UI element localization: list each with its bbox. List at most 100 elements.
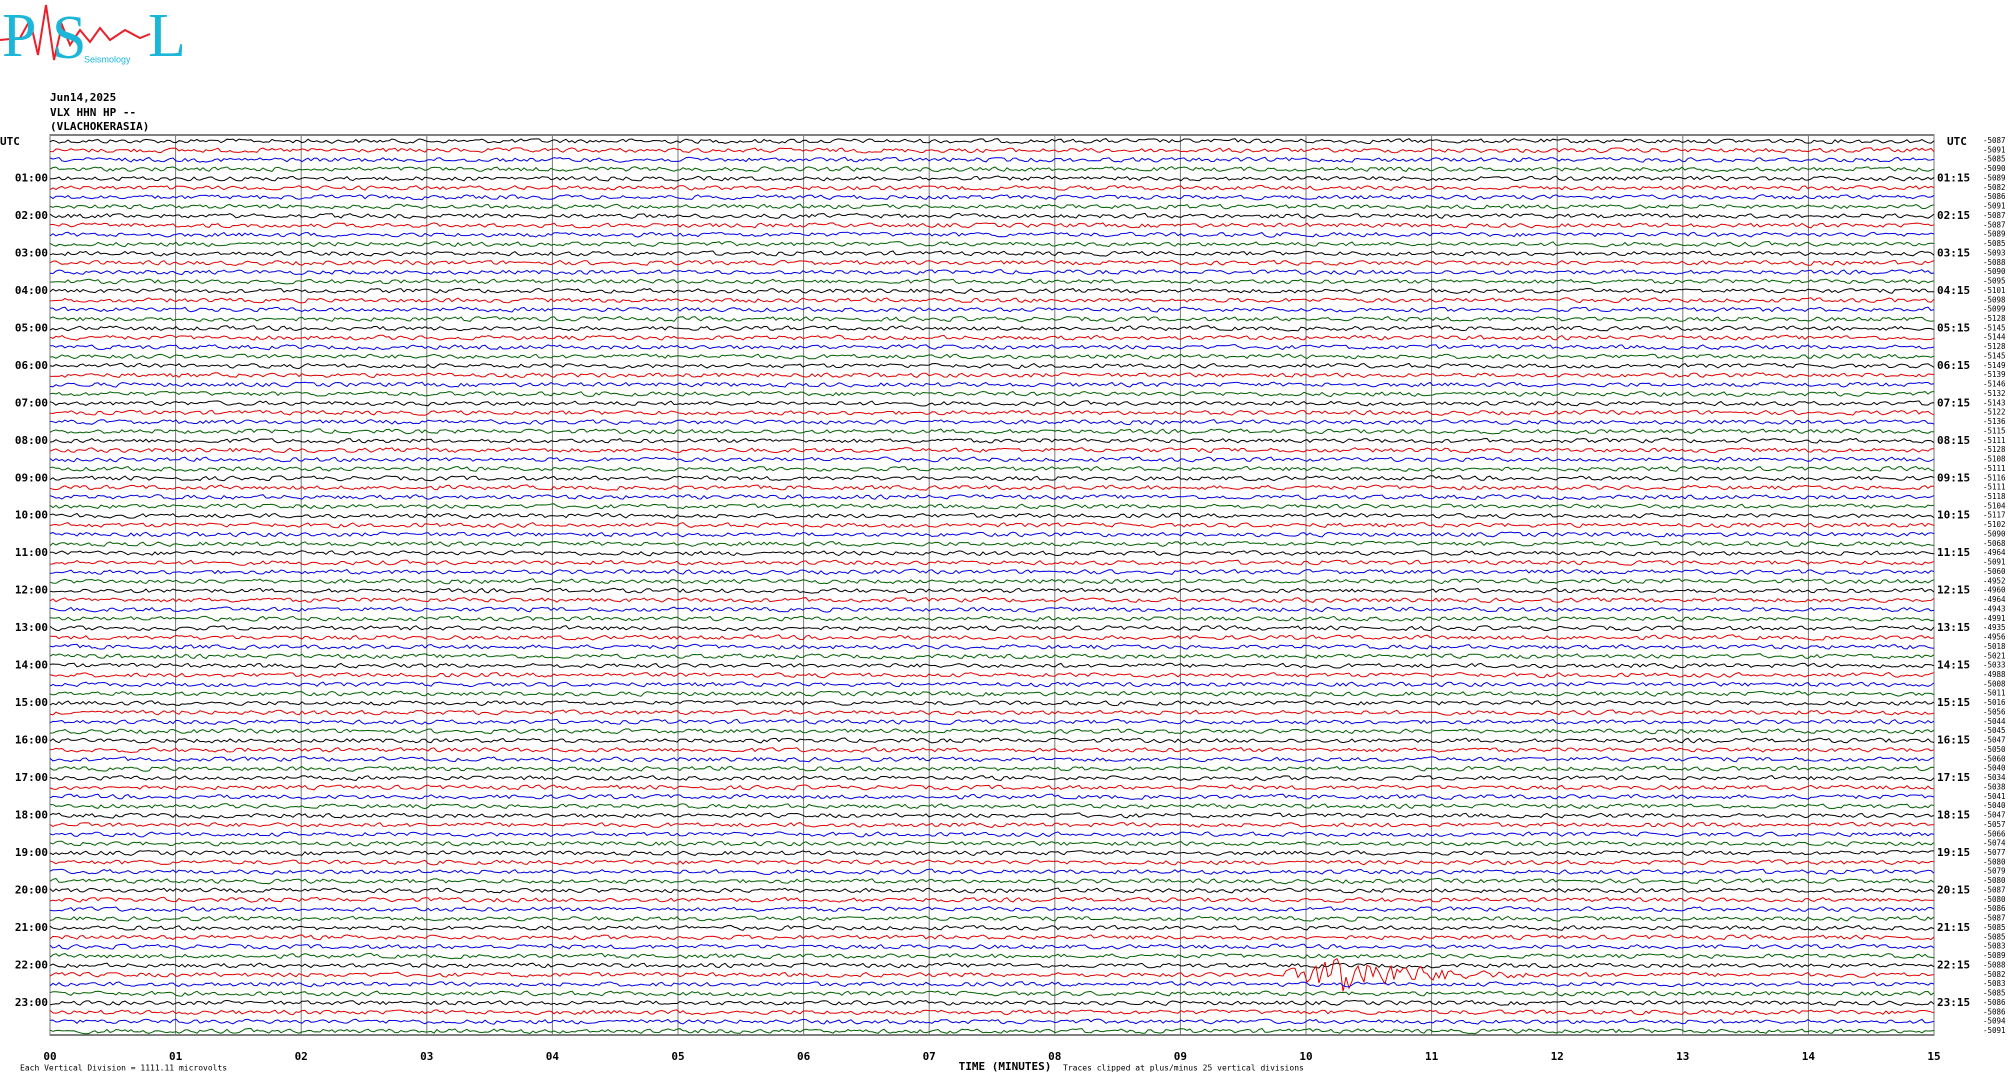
right-hour-label: 11:15	[1937, 546, 1970, 559]
trace-offset: -5111	[1983, 464, 2006, 473]
trace-offset: -5079	[1983, 867, 2006, 876]
trace	[49, 934, 1935, 941]
trace-offset: -4960	[1983, 586, 2006, 595]
trace	[50, 278, 1935, 285]
trace-offset: -5128	[1983, 342, 2006, 351]
left-hour-label: 01:00	[15, 171, 48, 184]
minute-tick-label: 10	[1299, 1050, 1312, 1063]
left-hour-label: 12:00	[15, 584, 48, 597]
trace	[49, 887, 1935, 894]
trace-offset: -5080	[1983, 895, 2006, 904]
minute-tick-label: 01	[169, 1050, 183, 1063]
trace	[49, 868, 1935, 875]
location: (VLACHOKERASIA)	[50, 120, 149, 133]
left-hour-label: 09:00	[15, 471, 48, 484]
minute-tick-label: 12	[1551, 1050, 1564, 1063]
trace-offset: -4943	[1983, 604, 2006, 613]
minute-tick-label: 14	[1802, 1050, 1816, 1063]
trace-offset: -5087	[1983, 885, 2006, 894]
trace-offset: -5139	[1983, 370, 2006, 379]
trace-offset: -5085	[1983, 155, 2006, 164]
trace-offset: -5080	[1983, 857, 2006, 866]
trace-offset: -5085	[1983, 932, 2006, 941]
trace-offset: -5083	[1983, 979, 2006, 988]
trace-offset: -5144	[1983, 333, 2006, 342]
trace	[49, 212, 1935, 219]
trace-offset: -5074	[1983, 839, 2006, 848]
left-hour-label: 23:00	[15, 996, 48, 1009]
trace-offset: -5085	[1983, 923, 2006, 932]
trace	[49, 194, 1935, 201]
trace-offset: -5136	[1983, 417, 2006, 426]
trace-offset: -4964	[1983, 548, 2006, 557]
left-hour-label: 08:00	[15, 434, 48, 447]
minute-tick-label: 09	[1174, 1050, 1187, 1063]
trace	[49, 428, 1935, 435]
trace	[49, 943, 1935, 950]
minute-tick-label: 06	[797, 1050, 811, 1063]
trace	[49, 952, 1935, 960]
trace	[49, 531, 1935, 538]
trace	[49, 269, 1935, 276]
trace	[49, 653, 1935, 660]
trace-offset: -5099	[1983, 305, 2006, 314]
trace	[49, 240, 1935, 248]
trace	[49, 746, 1935, 754]
trace-offset: -5011	[1983, 689, 2006, 698]
right-hour-label: 19:15	[1937, 846, 1970, 859]
trace	[49, 512, 1935, 519]
trace-offset: -5080	[1983, 876, 2006, 885]
trace	[49, 643, 1935, 651]
trace-offset: -5077	[1983, 848, 2006, 857]
trace	[49, 465, 1935, 472]
trace-offset: -5021	[1983, 651, 2006, 660]
trace-offset: -5145	[1983, 323, 2006, 332]
right-hour-label: 22:15	[1937, 958, 1970, 971]
minute-tick-label: 00	[43, 1050, 56, 1063]
trace-offset: -5066	[1983, 829, 2006, 838]
trace	[49, 306, 1935, 313]
trace	[49, 1027, 1935, 1035]
right-hour-label: 13:15	[1937, 621, 1970, 634]
trace-offset: -5128	[1983, 314, 2006, 323]
trace-offset: -5086	[1983, 192, 2006, 201]
left-hour-label: 04:00	[15, 284, 48, 297]
trace-offset: -5111	[1983, 483, 2006, 492]
left-hour-label: 07:00	[15, 396, 48, 409]
minute-tick-label: 11	[1425, 1050, 1439, 1063]
left-hour-label: 22:00	[15, 958, 48, 971]
trace	[49, 222, 1935, 229]
trace	[49, 906, 1935, 913]
trace-offset: -5149	[1983, 361, 2006, 370]
trace-offset: -5087	[1983, 136, 2006, 145]
trace-offset: -5117	[1983, 511, 2006, 520]
trace	[49, 419, 1935, 426]
trace-offset: -5086	[1983, 1007, 2006, 1016]
trace	[49, 718, 1935, 726]
trace-offset: -5045	[1983, 726, 2006, 735]
minute-tick-label: 13	[1676, 1050, 1689, 1063]
trace-offset: -5098	[1983, 295, 2006, 304]
minute-tick-label: 07	[923, 1050, 936, 1063]
trace	[49, 962, 1935, 969]
footer-note: Traces clipped at plus/minus 25 vertical…	[1063, 1064, 1304, 1073]
trace	[49, 343, 1935, 351]
right-hour-label: 05:15	[1937, 321, 1970, 334]
trace	[50, 803, 1935, 810]
trace	[49, 999, 1935, 1006]
trace-offset: -5082	[1983, 183, 2006, 192]
trace	[49, 915, 1935, 922]
right-timezone: UTC	[1947, 135, 1967, 148]
trace	[49, 156, 1935, 163]
minute-tick-label: 03	[420, 1050, 433, 1063]
trace-offset: -4935	[1983, 623, 2006, 632]
trace	[49, 362, 1935, 370]
trace-offset: -5056	[1983, 707, 2006, 716]
trace-offset: -5038	[1983, 782, 2006, 791]
logo-wave	[0, 4, 151, 61]
trace	[49, 775, 1935, 782]
trace-offset: -5088	[1983, 258, 2006, 267]
trace	[49, 615, 1935, 622]
trace	[49, 316, 1935, 323]
trace	[49, 681, 1935, 688]
